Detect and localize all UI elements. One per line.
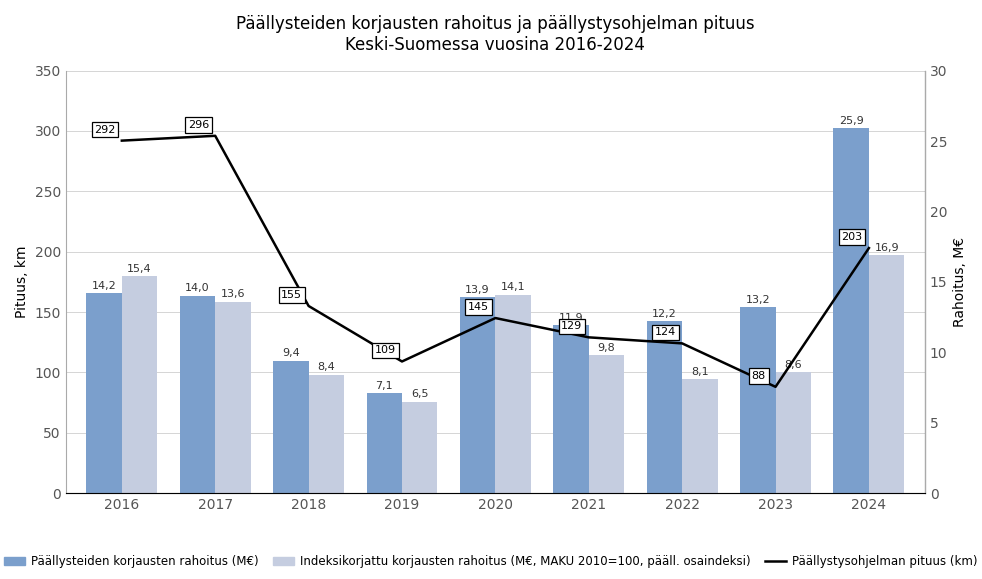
Text: 155: 155 (281, 290, 302, 300)
Text: 9,4: 9,4 (282, 348, 300, 358)
Bar (122, 276, 157, 493)
Text: 296: 296 (188, 120, 209, 130)
Päällystysohjelman pituus (km) (116, 137, 128, 144)
Title: Päällysteiden korjausten rahoitus ja päällystysohjelman pituus
Keski-Suomessa vu: Päällysteiden korjausten rahoitus ja pää… (236, 15, 755, 54)
Text: 8,6: 8,6 (785, 360, 802, 369)
Text: 15,4: 15,4 (128, 264, 152, 274)
Text: 13,6: 13,6 (221, 289, 246, 299)
Text: 14,2: 14,2 (91, 281, 117, 291)
Text: 6,5: 6,5 (411, 389, 428, 399)
Text: 203: 203 (842, 232, 862, 242)
Text: 25,9: 25,9 (839, 116, 863, 126)
Y-axis label: Pituus, km: Pituus, km (15, 245, 29, 318)
Text: 8,4: 8,4 (317, 362, 335, 372)
Text: 145: 145 (468, 302, 489, 312)
Text: 88: 88 (751, 371, 766, 381)
Bar (647, 321, 682, 493)
Päällystysohjelman pituus (km) (302, 302, 314, 309)
Text: 11,9: 11,9 (559, 313, 583, 323)
Bar (460, 298, 495, 493)
Bar (589, 355, 625, 493)
Bar (553, 325, 589, 493)
Päällystysohjelman pituus (km) (489, 314, 501, 321)
Bar (402, 401, 437, 493)
Bar (308, 375, 344, 493)
Text: 109: 109 (374, 346, 396, 356)
Y-axis label: Rahoitus, M€: Rahoitus, M€ (953, 237, 967, 327)
Text: 292: 292 (94, 124, 116, 134)
Text: 124: 124 (655, 327, 676, 338)
Bar (180, 296, 215, 493)
Päällystysohjelman pituus (km) (396, 358, 408, 365)
Päällystysohjelman pituus (km) (583, 334, 595, 341)
Päällystysohjelman pituus (km) (863, 244, 875, 251)
Bar (366, 393, 402, 493)
Text: 13,9: 13,9 (465, 285, 490, 295)
Päällystysohjelman pituus (km) (209, 133, 221, 140)
Line: Päällystysohjelman pituus (km): Päällystysohjelman pituus (km) (122, 136, 869, 387)
Legend: Päällysteiden korjausten rahoitus (M€), Indeksikorjattu korjausten rahoitus (M€,: Päällysteiden korjausten rahoitus (M€), … (0, 551, 982, 573)
Bar (682, 379, 718, 493)
Bar (869, 255, 904, 493)
Text: 14,0: 14,0 (186, 284, 210, 294)
Bar (740, 307, 776, 493)
Bar (495, 295, 531, 493)
Text: 14,1: 14,1 (501, 282, 525, 292)
Text: 13,2: 13,2 (745, 295, 770, 305)
Text: 129: 129 (562, 321, 582, 331)
Text: 8,1: 8,1 (691, 367, 709, 376)
Bar (215, 302, 250, 493)
Text: 9,8: 9,8 (598, 343, 616, 353)
Text: 16,9: 16,9 (874, 243, 899, 252)
Päällystysohjelman pituus (km) (770, 383, 782, 390)
Bar (273, 361, 308, 493)
Text: 12,2: 12,2 (652, 309, 677, 319)
Päällystysohjelman pituus (km) (677, 340, 688, 347)
Bar (776, 372, 811, 493)
Bar (834, 129, 869, 493)
Text: 7,1: 7,1 (375, 380, 393, 391)
Bar (86, 293, 122, 493)
